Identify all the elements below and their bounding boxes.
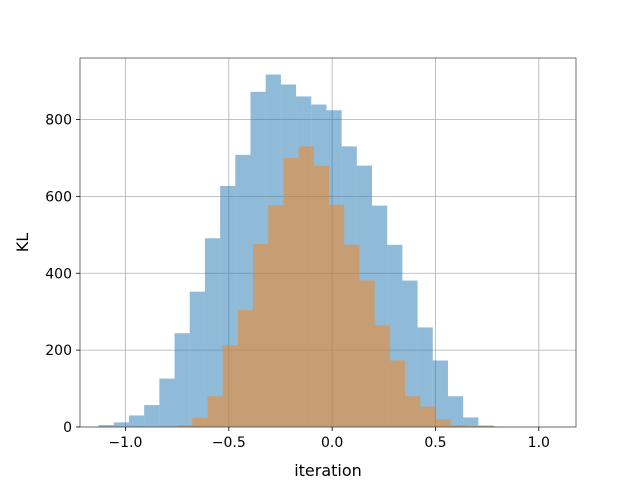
x-tick-label: 0.0 xyxy=(321,435,343,451)
histogram-bar xyxy=(447,396,464,427)
plot-frame xyxy=(79,57,577,428)
y-tick-label: 400 xyxy=(45,266,72,282)
series-2 xyxy=(177,146,542,427)
histogram-bar xyxy=(432,360,448,427)
histogram-bar xyxy=(113,422,129,427)
histogram-bar xyxy=(222,345,238,427)
histogram-bar xyxy=(177,425,193,427)
x-tick-label: 1.0 xyxy=(528,435,550,451)
histogram-bar xyxy=(359,280,375,427)
histogram-bar xyxy=(253,244,269,427)
histogram-bar xyxy=(329,204,345,427)
axis-ticks: −1.0 −0.5 0.0 0.5 1.0 0 200 400 600 800 xyxy=(45,113,550,452)
histogram-bar xyxy=(144,405,160,427)
histogram-bar xyxy=(174,333,190,427)
histogram-bar xyxy=(417,327,433,427)
y-tick-label: 0 xyxy=(63,420,72,436)
x-tick-label: −0.5 xyxy=(212,435,246,451)
histogram-bar xyxy=(404,396,421,427)
histogram-bar xyxy=(189,291,205,427)
histogram-bar xyxy=(389,360,405,427)
histogram-bar xyxy=(283,157,299,427)
histogram-bar xyxy=(268,205,284,427)
histogram-bar xyxy=(204,238,221,427)
x-tick-label: 0.5 xyxy=(424,435,446,451)
histogram-bar xyxy=(98,425,114,427)
histogram-bar xyxy=(435,419,451,427)
histogram-bar xyxy=(420,406,436,427)
histogram-bar xyxy=(463,417,479,427)
histogram-bar xyxy=(450,425,466,427)
y-axis-label: KL xyxy=(13,233,32,252)
y-tick-label: 200 xyxy=(45,343,72,359)
histogram-bars xyxy=(98,74,542,428)
histogram-bar xyxy=(207,396,223,427)
histogram-bar xyxy=(344,244,360,427)
y-tick-label: 600 xyxy=(45,189,72,205)
histogram-bar xyxy=(402,280,418,427)
histogram-bar xyxy=(313,165,330,427)
histogram-bar xyxy=(374,325,390,427)
histogram-bar xyxy=(128,415,145,427)
histogram-bar xyxy=(159,378,175,427)
histogram-bar xyxy=(237,310,254,427)
x-axis-label: iteration xyxy=(294,461,362,480)
histogram-bar xyxy=(192,417,208,427)
x-tick-label: −1.0 xyxy=(108,435,142,451)
histogram-bar xyxy=(298,146,314,427)
y-tick-label: 800 xyxy=(45,113,72,129)
